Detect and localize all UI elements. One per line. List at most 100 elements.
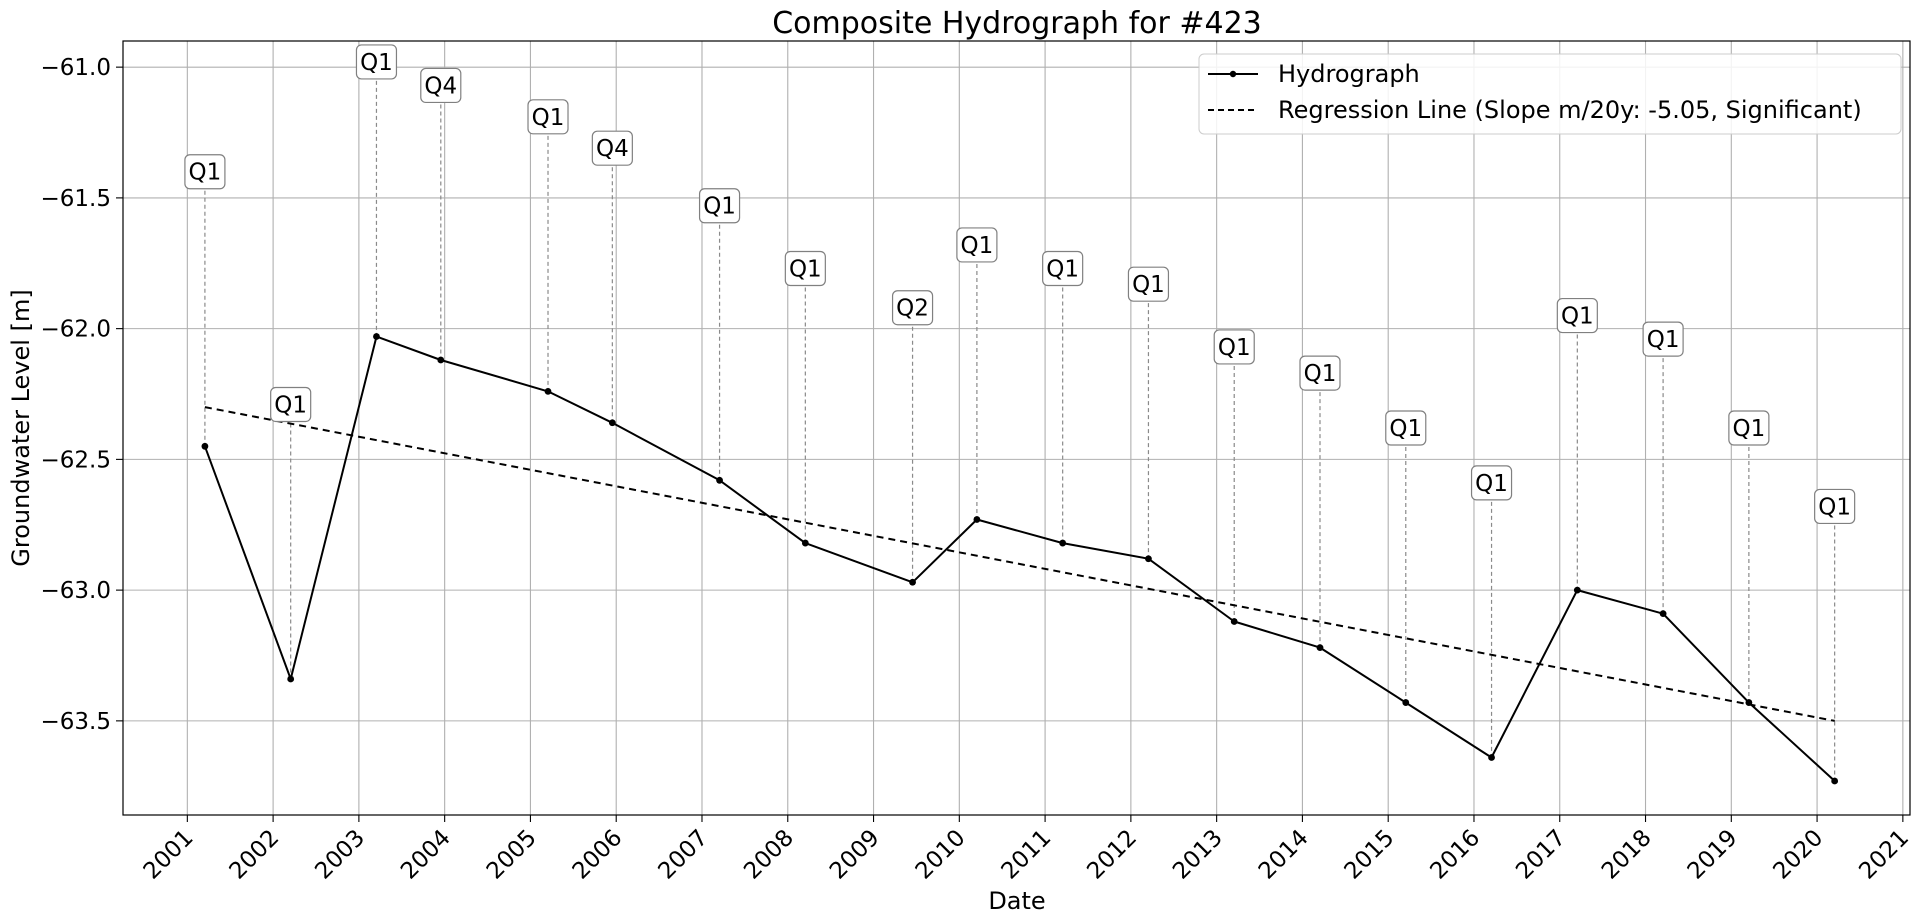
- hydrograph-point: [1402, 699, 1410, 706]
- legend-frame: [1198, 53, 1902, 135]
- y-tick-label: −62.0: [41, 317, 111, 343]
- x-tick-label: 2018: [1597, 825, 1657, 885]
- x-tick-label: 2006: [568, 825, 628, 885]
- grid-lines: [123, 41, 1910, 815]
- x-tick-label: 2012: [1082, 825, 1142, 885]
- hydrograph-series: [201, 333, 1839, 785]
- hydrograph-point: [1059, 539, 1067, 547]
- hydrograph-point: [1145, 555, 1152, 563]
- quarter-label: Q1: [1389, 416, 1422, 442]
- x-axis-ticks: 2001 2002 2003 2004 2005 2006 2007 2008 2009 2010…: [139, 815, 1914, 885]
- x-tick-label: 2005: [482, 825, 542, 885]
- quarter-label: Q4: [424, 73, 457, 99]
- quarter-label: Q1: [1647, 327, 1680, 353]
- y-tick-label: −63.5: [41, 709, 111, 735]
- quarter-label-box: [1728, 410, 1770, 446]
- hydrograph-point: [201, 442, 209, 450]
- x-tick-label: 2014: [1254, 825, 1314, 885]
- legend-regression-label: Regression Line (Slope m/20y: -5.05, Sig…: [1278, 96, 1862, 124]
- x-tick-label: 2021: [1854, 825, 1914, 885]
- hydrograph-point: [801, 539, 809, 547]
- y-tick-label: −63.0: [41, 578, 111, 604]
- x-tick-label: 2007: [653, 825, 713, 885]
- x-axis-label: Date: [988, 887, 1045, 915]
- hydrograph-line: [203, 335, 1836, 782]
- chart-title: Composite Hydrograph for #423: [772, 6, 1262, 41]
- legend-hydrograph-label: Hydrograph: [1278, 60, 1420, 88]
- legend: Hydrograph Regression Line (Slope m/20y:…: [1198, 53, 1902, 135]
- x-tick-label: 2011: [997, 825, 1057, 885]
- quarter-label-box: [1556, 297, 1598, 334]
- quarter-label: Q1: [1132, 272, 1165, 298]
- x-tick-label: 2009: [825, 825, 885, 885]
- hydrograph-point: [1230, 618, 1238, 625]
- regression-line: [204, 406, 1835, 722]
- quarter-label-box: [1470, 465, 1513, 501]
- regression-series: [204, 406, 1835, 722]
- quarter-label: Q1: [703, 194, 736, 220]
- quarter-label-box: [591, 130, 633, 166]
- legend-hydrograph-marker: [1229, 70, 1237, 78]
- hydrograph-point: [716, 476, 723, 484]
- x-tick-label: 2016: [1425, 825, 1485, 885]
- quarter-label: Q1: [1818, 494, 1851, 520]
- quarter-label: Q1: [532, 105, 565, 131]
- x-tick-label: 2015: [1340, 825, 1400, 885]
- quarter-label: Q1: [1046, 256, 1079, 282]
- x-tick-label: 2013: [1168, 825, 1228, 885]
- quarter-label-box: [1385, 410, 1427, 446]
- hydrograph-point: [544, 387, 552, 395]
- x-tick-label: 2004: [396, 825, 456, 885]
- quarter-label: Q1: [789, 256, 822, 282]
- hydrograph-point: [437, 356, 445, 364]
- y-tick-label: −61.5: [41, 186, 111, 212]
- quarter-label: Q4: [596, 136, 629, 162]
- quarter-reference-lines: [204, 80, 1836, 782]
- x-tick-label: 2010: [911, 825, 971, 885]
- hydrograph-point: [1659, 610, 1667, 618]
- hydrograph-point: [608, 419, 616, 427]
- quarter-label: Q1: [1561, 304, 1594, 330]
- x-tick-label: 2001: [139, 825, 199, 885]
- quarter-label-box: [698, 188, 741, 224]
- quarter-label-box: [1127, 266, 1170, 302]
- hydrograph-point: [1831, 777, 1839, 785]
- y-axis-label: Groundwater Level [m]: [7, 289, 35, 566]
- quarter-label-box: [1213, 329, 1255, 365]
- quarter-label: Q1: [1733, 416, 1766, 442]
- quarter-label-box: [355, 44, 398, 80]
- x-tick-label: 2008: [739, 825, 799, 885]
- quarter-label-box: [956, 227, 998, 263]
- hydrograph-point: [1488, 754, 1495, 761]
- quarter-label: Q2: [896, 296, 929, 322]
- quarter-label: Q1: [360, 50, 393, 76]
- quarter-label-box: [784, 250, 826, 287]
- x-tick-label: 2020: [1769, 825, 1829, 885]
- hydrograph-point: [373, 333, 380, 340]
- y-tick-label: −61.0: [41, 55, 111, 81]
- y-axis-ticks: −61.0 −61.5 −62.0 −62.5 −63.0 −63.5: [41, 55, 123, 735]
- plot-frame: [122, 40, 1911, 816]
- quarter-label-box: [1814, 488, 1856, 525]
- hydrograph-point: [973, 516, 981, 523]
- quarter-label-box: [1042, 250, 1084, 287]
- quarter-label: Q1: [274, 392, 307, 418]
- quarter-label: Q1: [189, 160, 222, 186]
- hydrograph-point: [1573, 586, 1581, 594]
- quarter-label: Q1: [1475, 471, 1508, 497]
- hydrograph-point: [909, 578, 916, 586]
- x-tick-label: 2017: [1511, 825, 1571, 885]
- quarter-label: Q1: [1304, 361, 1337, 387]
- quarter-label-box: [1299, 355, 1341, 391]
- y-tick-label: −62.5: [41, 447, 111, 473]
- quarter-label-box: [420, 67, 462, 104]
- quarter-label-box: [270, 386, 312, 423]
- hydrograph-point: [1316, 644, 1324, 652]
- quarter-labels: Q1 Q1 Q1 Q4 Q1 Q4 Q1 Q1 Q2 Q1 Q1 Q1 Q1 Q1 Q1 Q1 Q1 Q1 Q1 Q1: [184, 44, 1856, 525]
- hydrograph-point: [287, 675, 295, 683]
- quarter-label-box: [891, 290, 934, 326]
- quarter-label: Q1: [1218, 335, 1251, 361]
- x-tick-label: 2003: [310, 825, 370, 885]
- x-tick-label: 2019: [1683, 825, 1743, 885]
